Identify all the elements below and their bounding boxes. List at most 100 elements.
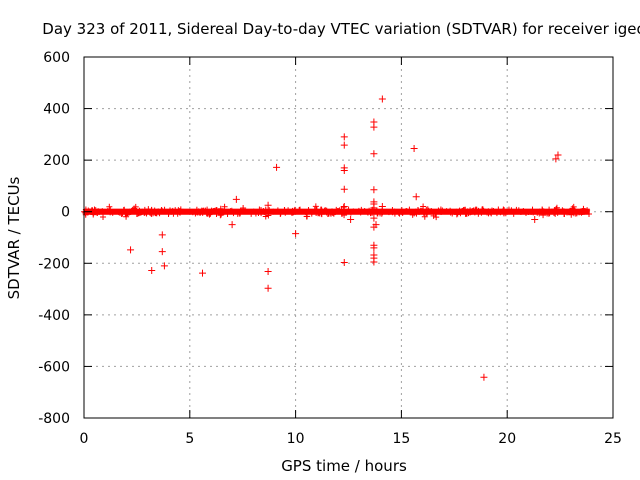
data-point bbox=[148, 267, 156, 275]
band-point bbox=[158, 207, 165, 214]
band-point bbox=[221, 203, 228, 210]
band-point bbox=[420, 203, 427, 210]
data-point bbox=[370, 223, 378, 231]
data-point bbox=[531, 215, 539, 223]
data-point bbox=[340, 259, 348, 267]
band-point bbox=[586, 210, 593, 217]
band-point bbox=[409, 211, 416, 218]
band-point bbox=[317, 206, 324, 213]
band-point bbox=[312, 203, 319, 210]
band-point bbox=[291, 207, 298, 214]
band-point bbox=[218, 211, 225, 218]
data-point bbox=[273, 163, 281, 171]
band-point bbox=[403, 208, 410, 215]
band-point bbox=[236, 209, 243, 216]
band-point bbox=[212, 208, 219, 215]
data-point bbox=[412, 193, 420, 201]
band-point bbox=[479, 206, 486, 213]
x-tick-label: 10 bbox=[287, 431, 305, 447]
data-point bbox=[347, 215, 355, 223]
x-tick-label: 5 bbox=[185, 431, 194, 447]
y-tick-label: 400 bbox=[43, 102, 70, 118]
data-point bbox=[370, 258, 378, 266]
band-point bbox=[107, 206, 114, 213]
y-tick-label: 600 bbox=[43, 50, 70, 66]
band-point bbox=[500, 206, 507, 213]
band-point bbox=[529, 206, 536, 213]
band-point bbox=[237, 208, 244, 215]
band-point bbox=[99, 208, 106, 215]
x-tick-label: 25 bbox=[604, 431, 622, 447]
band-point bbox=[539, 207, 546, 214]
band-point bbox=[399, 209, 406, 216]
band-point bbox=[323, 207, 330, 214]
band-point bbox=[205, 209, 212, 216]
band-point bbox=[566, 208, 573, 215]
band-point bbox=[213, 210, 220, 217]
data-point bbox=[264, 284, 272, 292]
y-tick-label: -800 bbox=[38, 411, 70, 427]
band-point bbox=[424, 209, 431, 216]
data-point bbox=[340, 133, 348, 141]
band-point bbox=[580, 205, 587, 212]
band-point bbox=[345, 208, 352, 215]
band-point bbox=[459, 207, 466, 214]
band-point bbox=[302, 208, 309, 215]
band-point bbox=[561, 211, 568, 218]
data-point bbox=[370, 150, 378, 158]
data-points bbox=[127, 95, 562, 381]
x-tick-label: 0 bbox=[80, 431, 89, 447]
y-tick-label: 0 bbox=[61, 205, 70, 221]
band-point bbox=[367, 210, 374, 217]
band-point bbox=[236, 210, 243, 217]
data-point bbox=[292, 230, 300, 238]
y-tick-label: 200 bbox=[43, 153, 70, 169]
y-tick-label: -600 bbox=[38, 359, 70, 375]
band-point bbox=[270, 208, 277, 215]
band-point bbox=[277, 211, 284, 218]
band-point bbox=[285, 207, 292, 214]
x-tick-label: 20 bbox=[498, 431, 516, 447]
data-point bbox=[370, 186, 378, 194]
band-point bbox=[261, 209, 268, 216]
band-point bbox=[475, 210, 482, 217]
band-point bbox=[217, 212, 224, 219]
band-point bbox=[123, 213, 130, 220]
band-point bbox=[194, 209, 201, 216]
band-point bbox=[266, 207, 273, 214]
data-point bbox=[370, 214, 378, 222]
band-point bbox=[274, 207, 281, 214]
band-point bbox=[240, 204, 247, 211]
data-point bbox=[410, 145, 418, 153]
data-point bbox=[370, 244, 378, 252]
y-tick-label: -200 bbox=[38, 256, 70, 272]
band-point bbox=[262, 206, 269, 213]
band-point bbox=[217, 205, 224, 212]
band-point bbox=[91, 206, 98, 213]
band-point bbox=[335, 208, 342, 215]
band-point bbox=[473, 206, 480, 213]
band-point bbox=[568, 211, 575, 218]
ticks bbox=[83, 56, 614, 419]
band-point bbox=[297, 206, 304, 213]
band-point bbox=[559, 207, 566, 214]
band-point bbox=[148, 206, 155, 213]
y-axis-title: SDTVAR / TECUs bbox=[5, 176, 23, 299]
band-point bbox=[463, 210, 470, 217]
band-point bbox=[423, 206, 430, 213]
data-point bbox=[340, 203, 348, 211]
band-point bbox=[428, 208, 435, 215]
grid bbox=[84, 57, 613, 418]
band-point bbox=[168, 208, 175, 215]
band-point bbox=[412, 208, 419, 215]
band-point bbox=[525, 209, 532, 216]
band-point bbox=[92, 207, 99, 214]
x-tick-labels: 0 5 10 15 20 25 bbox=[80, 431, 622, 447]
y-tick-label: -400 bbox=[38, 308, 70, 324]
band-point bbox=[515, 207, 522, 214]
band-point bbox=[478, 209, 485, 216]
band-point bbox=[316, 210, 323, 217]
data-point bbox=[228, 221, 236, 229]
band-point bbox=[551, 210, 558, 217]
